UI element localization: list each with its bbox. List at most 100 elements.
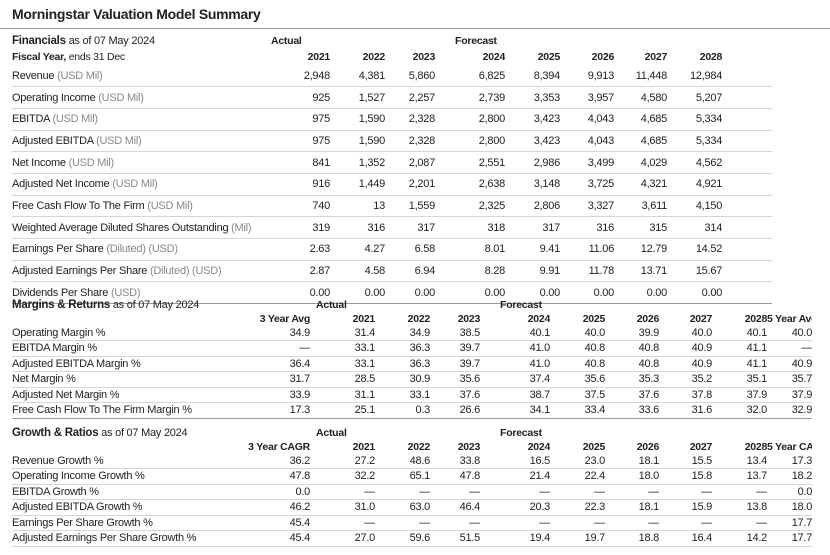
value-cell: 4,580	[614, 86, 668, 109]
value-cell: 0.00	[614, 281, 668, 305]
right-col-value: 40.0	[767, 325, 813, 341]
value-cell: 975	[265, 130, 330, 153]
value-cell: 11.06	[560, 238, 615, 261]
value-cell: 34.9	[375, 325, 431, 341]
table-row: Adjusted Earnings Per Share Growth % 45.4…	[12, 530, 813, 547]
value-cell: 31.6	[659, 402, 713, 419]
value-cell: 37.4	[500, 371, 551, 388]
value-cell: 2,325	[455, 195, 506, 218]
spacer-cell	[480, 440, 500, 453]
section-title: Growth & Ratios	[12, 426, 99, 439]
value-cell: 26.6	[430, 402, 481, 419]
value-cell: 4,562	[667, 151, 723, 174]
row-label-text: Dividends Per Share	[12, 286, 109, 299]
value-cell: 4,381	[330, 65, 385, 88]
spacer-cell	[435, 48, 455, 65]
value-cell: 35.6	[430, 371, 481, 388]
value-cell: 0.00	[330, 281, 385, 305]
table-row: EBITDA (USD Mil) 975 1,590 2,328 2,800 3,423 4…	[12, 108, 773, 131]
value-cell: 41.1	[712, 340, 768, 357]
value-cell: —	[310, 515, 376, 531]
row-label-text: Free Cash Flow To The Firm	[12, 199, 145, 212]
row-label-text: EBITDA	[12, 113, 50, 126]
value-cell: 841	[265, 151, 330, 174]
value-cell: 4,043	[560, 108, 615, 131]
value-cell: 4,685	[614, 130, 668, 153]
row-label: Operating Income Growth %	[12, 468, 242, 485]
spacer-cell	[480, 312, 500, 325]
value-cell: 31.0	[310, 499, 376, 516]
value-cell: 41.0	[500, 340, 551, 357]
value-cell: 18.0	[605, 468, 660, 485]
table-row: Adjusted EBITDA Margin % 36.4 33.1 36.3 39.7…	[12, 356, 813, 372]
left-col-value: 46.2	[242, 499, 311, 516]
row-label: Dividends Per Share (USD)	[12, 281, 265, 305]
table-row: Operating Margin % 34.9 31.4 34.9 38.5 40.1 40…	[12, 325, 813, 341]
year-header: 2025	[582, 440, 606, 453]
year-header: 2023	[457, 440, 481, 453]
financials-table: Financials as of 07 May 2024 Actual Fore…	[12, 34, 773, 305]
row-label: Free Cash Flow To The Firm Margin %	[12, 402, 242, 419]
row-label-text: Adjusted Net Income	[12, 178, 110, 191]
value-cell: 0.00	[265, 281, 330, 305]
left-col-header: 3 Year CAGR	[248, 440, 311, 453]
row-label: Revenue Growth %	[12, 453, 242, 469]
value-cell: 317	[385, 216, 436, 239]
row-label-text: Weighted Average Diluted Shares Outstand…	[12, 221, 229, 234]
row-label: Adjusted Earnings Per Share (Diluted) (U…	[12, 260, 265, 283]
value-cell: 0.00	[455, 281, 506, 305]
value-cell: —	[500, 484, 551, 500]
row-label: Operating Margin %	[12, 325, 242, 341]
value-cell: 40.1	[500, 325, 551, 341]
value-cell: 30.9	[375, 371, 431, 388]
spacer-cell	[435, 151, 456, 174]
year-header: 2021	[307, 50, 330, 63]
value-cell: 6.94	[385, 260, 436, 283]
value-cell: 5,334	[667, 108, 723, 131]
value-cell: 33.1	[310, 340, 376, 357]
right-col-value: 18.2	[767, 468, 813, 485]
year-header: 2028	[744, 440, 768, 453]
value-cell: 11,448	[614, 65, 668, 88]
value-cell: 5,207	[667, 86, 723, 109]
value-cell: 314	[667, 216, 723, 239]
value-cell: —	[500, 515, 551, 531]
group-forecast-label: Forecast	[500, 426, 542, 439]
table-row: Dividends Per Share (USD) 0.00 0.00 0.00 0.0…	[12, 281, 773, 305]
value-cell: 39.7	[430, 340, 481, 357]
year-header: 2022	[407, 312, 431, 325]
value-cell: 15.8	[659, 468, 713, 485]
group-actual-label: Actual	[316, 426, 347, 439]
spacer-cell	[435, 65, 456, 88]
spacer-cell	[480, 402, 501, 419]
value-cell: 4,150	[667, 195, 723, 218]
table-row: Adjusted Net Margin % 33.9 31.1 33.1 37.6 38.…	[12, 387, 813, 403]
table-row: Adjusted EBITDA (USD Mil) 975 1,590 2,328 2,…	[12, 130, 773, 153]
value-cell: 21.4	[500, 468, 551, 485]
value-cell: —	[659, 484, 713, 500]
spacer-cell	[435, 281, 456, 305]
growth-table: Growth & Ratios as of 07 May 2024 Actual…	[12, 425, 813, 547]
value-cell: —	[430, 484, 481, 500]
value-cell: 35.1	[712, 371, 768, 388]
row-unit: (USD Mil)	[52, 113, 98, 126]
spacer-cell	[722, 260, 773, 283]
value-cell: 35.6	[550, 371, 606, 388]
table-row: Free Cash Flow To The Firm Margin % 17.3 2…	[12, 402, 813, 419]
value-cell: 316	[560, 216, 615, 239]
spacer-cell	[435, 260, 456, 283]
row-unit: (USD Mil)	[112, 178, 158, 191]
value-cell: 22.4	[550, 468, 606, 485]
spacer-cell	[722, 108, 773, 131]
growth-section-title: Growth & Ratios as of 07 May 2024	[12, 425, 310, 440]
spacer-cell	[480, 484, 501, 500]
value-cell: 3,353	[505, 86, 561, 109]
table-row: Weighted Average Diluted Shares Outstand…	[12, 216, 773, 239]
value-cell: 925	[265, 86, 330, 109]
value-cell: 18.8	[605, 530, 660, 547]
value-cell: 2.87	[265, 260, 330, 283]
value-cell: 4.27	[330, 238, 385, 261]
value-cell: 1,590	[330, 130, 385, 153]
value-cell: 317	[505, 216, 561, 239]
left-col-value: 17.3	[242, 402, 311, 419]
